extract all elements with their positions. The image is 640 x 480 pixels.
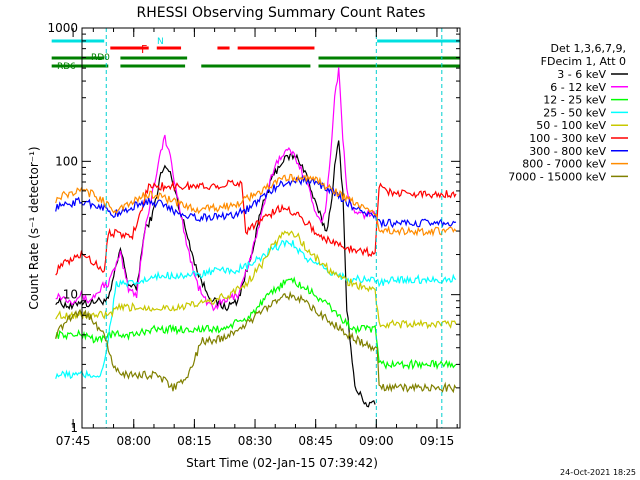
x-tick-label: 09:00: [359, 434, 394, 448]
x-tick-label: 08:45: [298, 434, 333, 448]
x-axis-label: Start Time (02-Jan-15 07:39:42): [186, 456, 378, 470]
y-tick-label: 1: [70, 421, 78, 435]
night-flag-label: N: [157, 37, 164, 47]
x-tick-label: 07:45: [56, 434, 91, 448]
series-line-6: [55, 174, 457, 229]
series-line-1: [55, 67, 376, 312]
legend-label: 6 - 12 keV: [550, 81, 606, 94]
legend-label: 300 - 800 keV: [529, 145, 606, 158]
series-line-8: [55, 290, 457, 394]
series-line-3: [55, 239, 457, 380]
y-tick-label: 1000: [47, 21, 78, 35]
flag-layer: [51, 39, 460, 68]
legend-label: 25 - 50 keV: [543, 106, 606, 119]
y-tick-label: 100: [55, 154, 78, 168]
legend-label: 12 - 25 keV: [543, 94, 606, 107]
series-line-4: [55, 230, 457, 330]
legend-label: 3 - 6 keV: [557, 68, 606, 81]
legend-header-line-2: FDecim 1, Att 0: [541, 55, 626, 68]
x-tick-label: 09:15: [420, 434, 455, 448]
y-axis: 1 10 100 1000: [47, 21, 460, 435]
series-line-7: [55, 173, 457, 237]
x-tick-label: 08:00: [116, 434, 151, 448]
legend-label: 100 - 300 keV: [529, 132, 606, 145]
series-line-5: [55, 179, 457, 276]
plot-frame: [81, 27, 461, 429]
series-line-2: [55, 276, 457, 371]
chart-title: RHESSI Observing Summary Count Rates: [137, 5, 426, 21]
x-tick-label: 08:30: [238, 434, 273, 448]
flare-flag-label: F: [141, 43, 147, 56]
legend-header-line-1: Det 1,3,6,7,9,: [550, 42, 626, 55]
legend-label: 7000 - 15000 keV: [508, 170, 606, 183]
legend-label: 800 - 7000 keV: [522, 158, 606, 171]
rd6-flag-label: RD6: [57, 62, 76, 72]
timestamp: 24-Oct-2021 18:25: [560, 468, 636, 477]
saa-layer: [105, 28, 443, 428]
legend-label: 50 - 100 keV: [536, 119, 606, 132]
y-axis-label: Count Rate (s⁻¹ detector⁻¹): [27, 146, 41, 309]
x-axis: 07:45 08:00 08:15 08:30 08:45 09:00 09:15: [56, 28, 458, 448]
x-tick-label: 08:15: [177, 434, 212, 448]
series-layer: [55, 67, 457, 408]
y-tick-label: 10: [63, 288, 78, 302]
rd0-flag-label: RD0: [91, 53, 110, 63]
legend: Det 1,3,6,7,9, FDecim 1, Att 0 3 - 6 keV…: [508, 42, 628, 183]
